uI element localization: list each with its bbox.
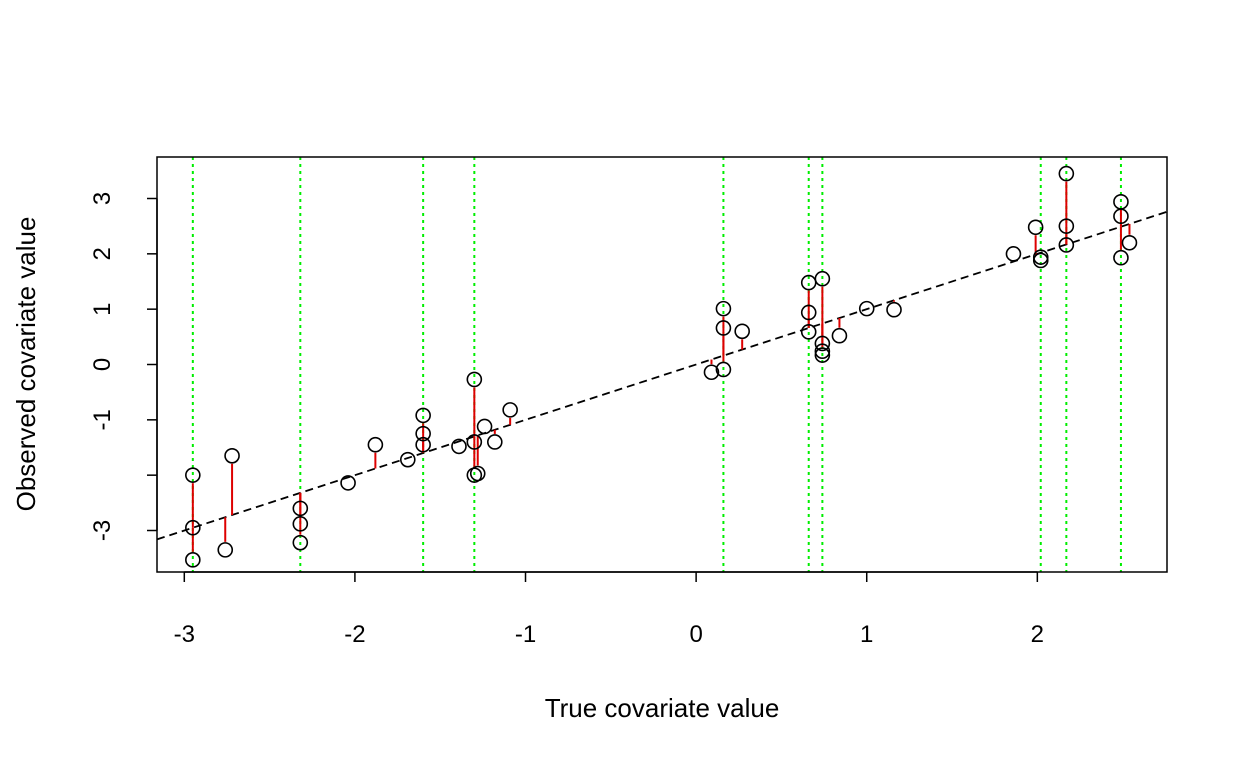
x-tick-label-2: -1 [515,621,536,648]
data-point-11 [415,407,431,424]
data-point-1 [185,519,201,536]
data-point-26 [734,323,750,340]
data-point-40 [1032,252,1049,269]
data-point-35 [858,300,875,317]
y-tick-label-3: 1 [89,302,116,315]
data-point-38 [1027,219,1044,236]
data-point-42 [1058,218,1075,234]
x-tick-label-0: -3 [174,621,195,648]
data-point-22 [703,364,720,381]
data-point-19 [476,418,493,435]
data-point-0 [185,467,201,483]
y-tick-label-1: -1 [89,409,116,430]
data-point-36 [886,301,902,318]
vertical-reference-lines [191,157,1122,572]
data-point-9 [367,436,384,453]
data-point-7 [292,534,309,551]
data-point-18 [469,465,486,482]
y-tick-label-5: 3 [89,192,116,205]
data-point-14 [451,438,467,455]
data-point-21 [502,402,518,418]
y-tick-label-0: -3 [89,520,116,541]
data-point-4 [224,447,240,464]
data-point-2 [185,552,201,568]
x-axis-title: True covariate value [545,693,780,723]
data-point-43 [1058,237,1075,253]
data-point-16 [466,434,483,450]
data-point-13 [415,436,431,453]
data-point-23 [715,300,732,317]
data-point-12 [415,425,431,442]
data-point-46 [1113,249,1129,266]
y-axis: -3 -1 0 1 2 3 [89,192,158,541]
reference-line [156,210,1168,541]
plot-frame [156,156,1168,573]
reference-line-group [156,210,1168,541]
data-point-33 [814,347,831,363]
data-point-41 [1058,165,1075,182]
data-point-8 [340,475,356,491]
data-point-37 [1005,246,1022,262]
data-point-47 [1121,234,1138,251]
x-tick-label-5: 2 [1031,621,1044,648]
data-point-34 [831,327,848,344]
residual-segments [191,181,1131,552]
x-tick-label-3: 0 [689,621,702,648]
data-point-5 [292,500,309,517]
data-point-29 [800,324,817,340]
data-point-25 [715,361,732,378]
data-point-32 [814,343,831,360]
data-points [185,165,1138,568]
x-tick-label-4: 1 [860,621,873,648]
data-point-20 [487,434,503,450]
data-point-10 [399,451,416,468]
data-point-28 [800,304,817,321]
data-point-15 [466,371,483,388]
y-tick-label-2: 0 [89,358,116,371]
x-axis: -3 -2 -1 0 1 2 [174,571,1044,648]
data-point-3 [217,542,234,558]
y-axis-title: Observed covariate value [11,217,41,512]
data-point-31 [814,335,831,352]
data-point-30 [814,270,831,287]
y-tick-label-4: 2 [89,247,116,260]
data-point-24 [715,320,732,336]
data-point-45 [1113,208,1129,225]
data-point-6 [292,516,309,532]
x-tick-label-1: -2 [344,621,365,648]
